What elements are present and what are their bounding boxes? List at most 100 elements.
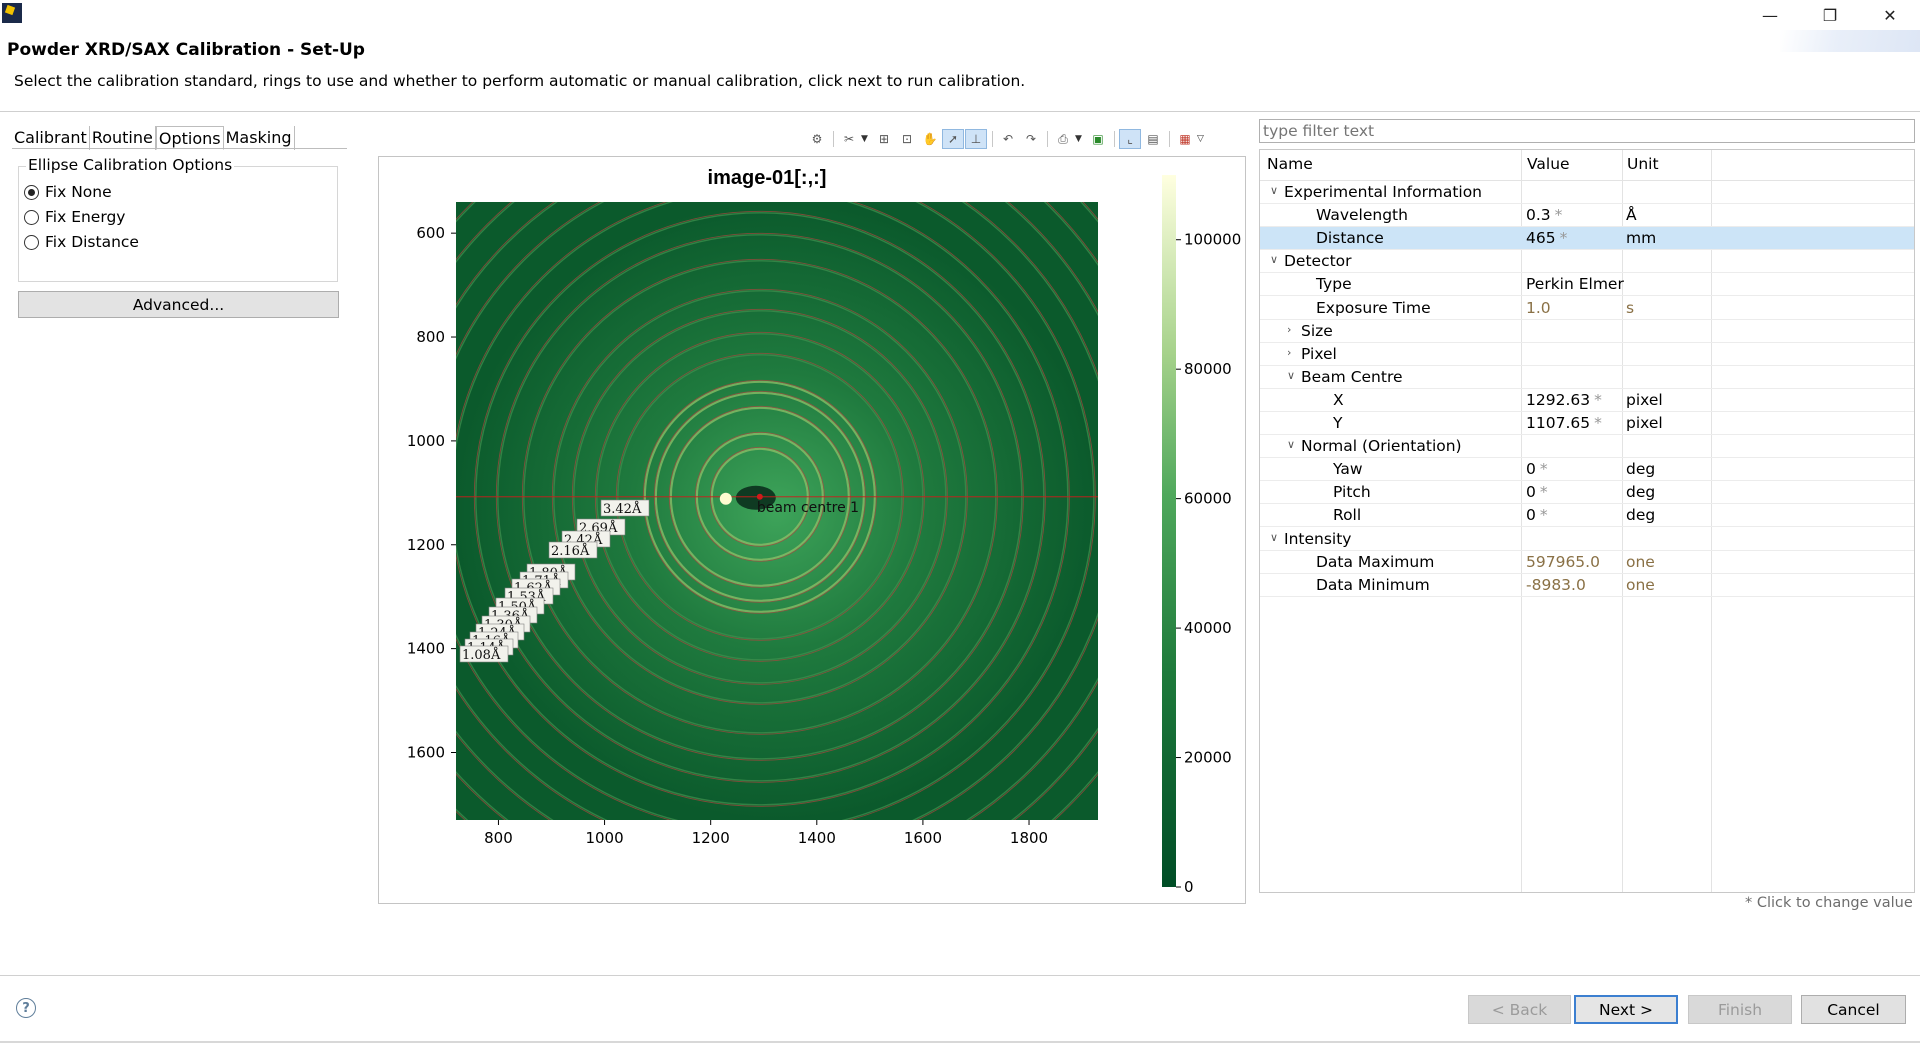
table-row[interactable]: Type Perkin Elmer: [1260, 273, 1914, 297]
radio-fix-energy[interactable]: Fix Energy: [24, 208, 125, 226]
colour-map-icon[interactable]: ▦: [1179, 132, 1191, 146]
table-row[interactable]: Distance 465 * mm: [1260, 227, 1914, 251]
column-header-value[interactable]: Value: [1527, 155, 1570, 173]
radio-button-icon[interactable]: [24, 234, 39, 250]
aspect-icon[interactable]: ▤: [1147, 132, 1159, 146]
chevron-down-icon[interactable]: ▼: [861, 134, 868, 144]
row-value[interactable]: Perkin Elmer: [1526, 275, 1628, 293]
row-value[interactable]: [1526, 252, 1530, 270]
row-name: Normal (Orientation): [1301, 437, 1462, 456]
chevron-down-icon[interactable]: ∨: [1287, 368, 1296, 382]
table-row[interactable]: Wavelength 0.3 * Å: [1260, 204, 1914, 228]
chevron-right-icon[interactable]: ›: [1287, 345, 1292, 359]
radio-button-icon[interactable]: [24, 184, 39, 200]
row-unit: deg: [1626, 483, 1656, 502]
row-value[interactable]: 597965.0: [1526, 553, 1604, 571]
chevron-right-icon[interactable]: ›: [1287, 322, 1292, 336]
pan-hand-icon[interactable]: ✋: [922, 132, 938, 146]
chevron-down-icon[interactable]: ▼: [1075, 134, 1082, 144]
table-row[interactable]: Roll 0 * deg: [1260, 504, 1914, 528]
row-value[interactable]: [1526, 437, 1530, 455]
export-icon[interactable]: ▣: [1092, 132, 1104, 146]
table-row[interactable]: › Pixel: [1260, 343, 1914, 366]
row-value[interactable]: [1526, 530, 1530, 548]
undo-icon[interactable]: ↶: [1002, 132, 1014, 146]
table-row[interactable]: ∨ Experimental Information: [1260, 181, 1914, 204]
row-value[interactable]: -8983.0: [1526, 576, 1590, 594]
close-button[interactable]: ✕: [1883, 5, 1897, 25]
row-value[interactable]: 1292.63 *: [1526, 391, 1602, 409]
configure-icon[interactable]: ⚙: [811, 132, 823, 146]
filter-input[interactable]: [1259, 119, 1915, 143]
column-header-name[interactable]: Name: [1267, 155, 1313, 173]
row-value-text: 1.0: [1526, 298, 1551, 317]
table-row[interactable]: Yaw 0 * deg: [1260, 458, 1914, 482]
tools-icon[interactable]: ✂: [843, 132, 855, 146]
table-row[interactable]: ∨ Normal (Orientation): [1260, 435, 1914, 459]
chevron-down-icon[interactable]: ∨: [1270, 184, 1279, 197]
table-row[interactable]: Pitch 0 * deg: [1260, 481, 1914, 505]
row-value[interactable]: 465 *: [1526, 229, 1567, 247]
table-row[interactable]: ∨ Beam Centre: [1260, 366, 1914, 389]
colorbar-tick-label: 100000: [1184, 231, 1241, 249]
radio-fix-none[interactable]: Fix None: [24, 183, 112, 201]
chevron-down-icon[interactable]: ∨: [1270, 530, 1279, 544]
minimize-button[interactable]: —: [1762, 5, 1778, 25]
table-row[interactable]: Exposure Time 1.0 s: [1260, 297, 1914, 320]
table-row[interactable]: › Size: [1260, 320, 1914, 343]
beam-centre-marker[interactable]: [756, 493, 763, 500]
column-header-unit[interactable]: Unit: [1627, 155, 1659, 173]
radio-label: Fix None: [45, 183, 112, 201]
row-value[interactable]: [1526, 345, 1530, 363]
row-value[interactable]: 0.3 *: [1526, 206, 1562, 224]
redo-icon[interactable]: ↷: [1025, 132, 1037, 146]
tab-calibrant[interactable]: Calibrant: [12, 126, 90, 150]
row-name: Beam Centre: [1301, 367, 1403, 386]
column-divider: [1711, 150, 1712, 892]
toolbar-separator: [1169, 131, 1170, 147]
chevron-down-icon[interactable]: ∨: [1270, 253, 1279, 267]
select-pointer-icon[interactable]: ➚: [942, 129, 964, 149]
x-tick-label: 1000: [585, 829, 623, 847]
row-name: Intensity: [1284, 529, 1352, 548]
row-value[interactable]: 0 *: [1526, 506, 1548, 524]
table-row[interactable]: Data Minimum -8983.0 one: [1260, 574, 1914, 597]
tab-masking[interactable]: Masking: [224, 126, 295, 150]
axis-select-icon[interactable]: ⊥: [965, 129, 987, 149]
table-row[interactable]: X 1292.63 * pixel: [1260, 389, 1914, 412]
colorbar-tick-label: 40000: [1184, 619, 1232, 637]
print-icon[interactable]: ⎙: [1058, 131, 1068, 146]
advanced-button[interactable]: Advanced...: [18, 291, 339, 318]
table-row[interactable]: ∨ Intensity: [1260, 528, 1914, 551]
row-value[interactable]: 1107.65 *: [1526, 414, 1602, 432]
row-value[interactable]: 0 *: [1526, 483, 1548, 501]
table-row[interactable]: Y 1107.65 * pixel: [1260, 412, 1914, 435]
zoom-fit-icon[interactable]: ⊡: [901, 132, 913, 146]
tab-options[interactable]: Options: [155, 126, 224, 150]
tab-routine[interactable]: Routine: [90, 126, 156, 150]
finish-button[interactable]: Finish: [1688, 995, 1792, 1024]
header-divider: [1260, 180, 1914, 181]
table-row[interactable]: Data Maximum 597965.0 one: [1260, 551, 1914, 574]
row-value[interactable]: [1526, 183, 1530, 201]
y-tick-label: 1200: [407, 536, 445, 554]
column-divider: [1521, 150, 1522, 892]
table-row[interactable]: ∨ Detector: [1260, 250, 1914, 274]
help-icon[interactable]: ?: [16, 998, 36, 1018]
row-value[interactable]: [1526, 322, 1530, 340]
row-value[interactable]: 1.0: [1526, 299, 1555, 317]
radio-button-icon[interactable]: [24, 209, 39, 225]
radio-fix-distance[interactable]: Fix Distance: [24, 233, 139, 251]
ellipse-options-label: Ellipse Calibration Options: [26, 156, 235, 174]
restore-button[interactable]: ❐: [1822, 5, 1838, 25]
show-axes-icon[interactable]: ⌞: [1119, 129, 1141, 149]
next-button[interactable]: Next >: [1574, 995, 1678, 1024]
cancel-button[interactable]: Cancel: [1801, 995, 1906, 1024]
image-plot[interactable]: image-01[:,:] beam centre 1 3.42Å2.69Å2.…: [379, 157, 1245, 903]
zoom-box-icon[interactable]: ⊞: [878, 132, 890, 146]
back-button[interactable]: < Back: [1468, 995, 1571, 1024]
chevron-down-icon[interactable]: ▽: [1197, 134, 1204, 144]
row-value[interactable]: 0 *: [1526, 460, 1548, 478]
chevron-down-icon[interactable]: ∨: [1287, 438, 1296, 452]
row-value[interactable]: [1526, 368, 1530, 386]
